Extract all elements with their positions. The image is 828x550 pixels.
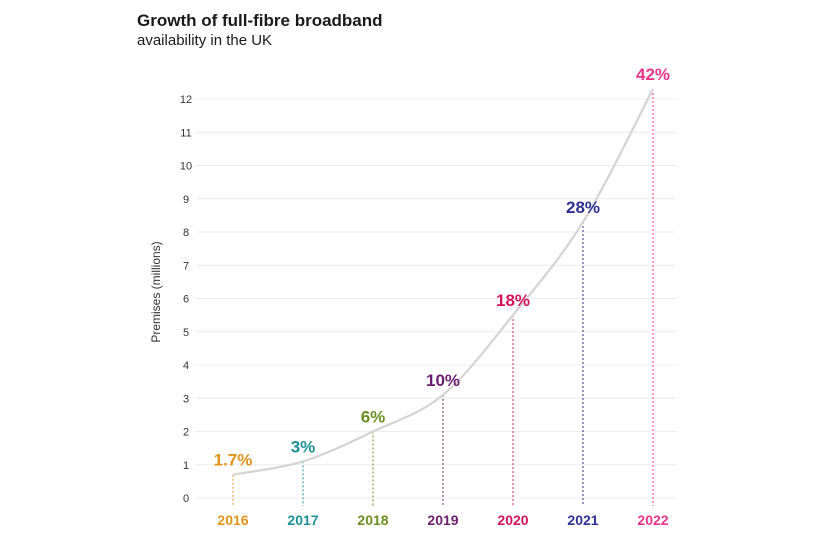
y-tick-11: 11: [180, 127, 191, 139]
data-label-2022: 42%: [636, 65, 670, 84]
x-category-2018: 2018: [357, 512, 388, 528]
data-label-2018: 6%: [361, 408, 386, 427]
chart-title: Growth of full-fibre broadband: [137, 11, 383, 30]
data-label-2016: 1.7%: [214, 451, 253, 470]
data-labels: 1.7% 3% 6% 10% 18% 28% 42%: [214, 65, 670, 470]
x-axis-categories: 2016 2017 2018 2019 2020 2021 2022: [217, 512, 668, 528]
y-tick-2: 2: [183, 427, 189, 439]
y-tick-10: 10: [180, 161, 192, 173]
data-label-2019: 10%: [426, 371, 460, 390]
x-category-2021: 2021: [567, 512, 598, 528]
data-label-2017: 3%: [291, 437, 316, 456]
y-tick-6: 6: [183, 294, 189, 306]
y-tick-1: 1: [183, 460, 189, 472]
x-category-2019: 2019: [427, 512, 458, 528]
y-tick-0: 0: [183, 493, 189, 505]
y-tick-9: 9: [183, 194, 189, 206]
gridlines: [196, 98, 676, 499]
y-tick-7: 7: [183, 260, 189, 272]
y-tick-5: 5: [183, 327, 189, 339]
y-axis-label: Premises (millions): [149, 241, 163, 342]
y-tick-8: 8: [183, 227, 189, 239]
y-tick-3: 3: [183, 393, 189, 405]
data-label-2020: 18%: [496, 291, 530, 310]
y-tick-4: 4: [183, 360, 189, 372]
x-category-2017: 2017: [287, 512, 318, 528]
title-block: Growth of full-fibre broadband availabil…: [137, 10, 383, 50]
x-category-2022: 2022: [637, 512, 668, 528]
y-tick-12: 12: [180, 94, 192, 106]
data-label-2021: 28%: [566, 198, 600, 217]
series-line: [232, 88, 654, 476]
guide-lines: [232, 89, 654, 506]
x-category-2020: 2020: [497, 512, 528, 528]
x-category-2016: 2016: [217, 512, 248, 528]
chart-subtitle: availability in the UK: [137, 32, 273, 49]
